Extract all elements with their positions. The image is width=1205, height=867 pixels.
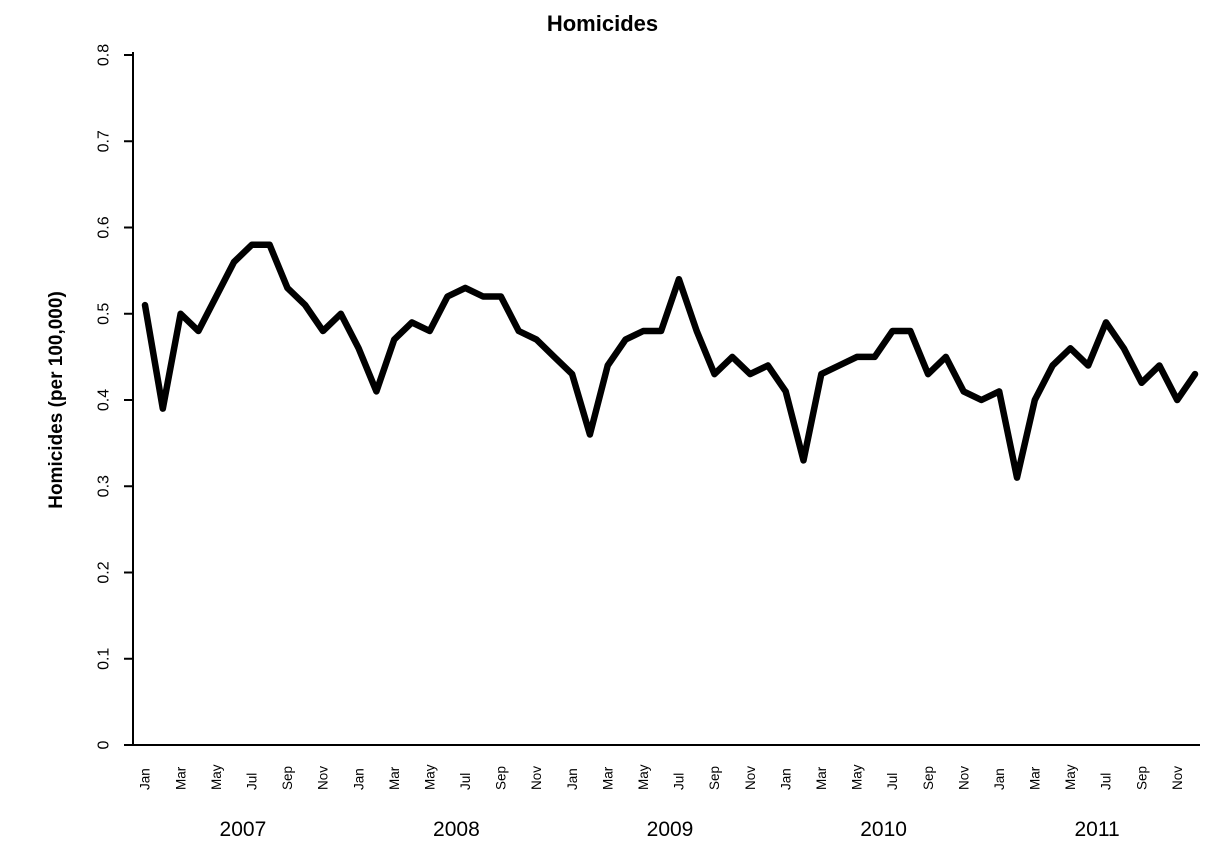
x-tick-label-month: Jul: [885, 773, 900, 790]
y-tick-label: 0.7: [96, 130, 113, 152]
x-tick-label-month: Nov: [743, 766, 758, 790]
x-tick-label-month: Mar: [814, 766, 829, 790]
x-tick-label-month: Sep: [280, 766, 295, 790]
y-tick-label: 0.5: [96, 303, 113, 325]
x-tick-label-month: Sep: [1134, 766, 1149, 790]
y-tick-label: 0.8: [96, 44, 113, 66]
x-tick-label-month: Nov: [956, 766, 971, 790]
x-tick-label-month: May: [422, 764, 437, 790]
x-tick-label-month: Jan: [351, 768, 366, 790]
x-tick-label-month: Jul: [672, 773, 687, 790]
x-axis-year-label: 2011: [1075, 818, 1120, 841]
x-axis-year-label: 2008: [433, 818, 480, 841]
x-tick-label-month: Mar: [173, 766, 188, 790]
x-axis-year-label: 2009: [647, 818, 694, 841]
chart-title: Homicides: [546, 11, 659, 36]
x-axis-year-label: 2010: [860, 818, 907, 841]
x-tick-label-month: Jul: [458, 773, 473, 790]
y-tick-label: 0.6: [96, 216, 113, 238]
x-tick-label-month: Jan: [138, 768, 153, 790]
y-tick-label: 0.3: [96, 475, 113, 497]
homicides-data-line: [141, 241, 1199, 481]
x-tick-label-month: May: [636, 764, 651, 790]
x-axis-year-label: 2007: [220, 818, 267, 841]
x-tick-label-month: Sep: [921, 766, 936, 790]
y-tick-label: 0: [96, 740, 113, 749]
x-tick-label-month: Jan: [778, 768, 793, 790]
x-tick-label-month: Sep: [707, 766, 722, 790]
y-tick-label: 0.1: [96, 648, 113, 670]
x-tick-label-month: May: [850, 764, 865, 790]
x-tick-label-month: Mar: [1028, 766, 1043, 790]
x-tick-label-month: Mar: [600, 766, 615, 790]
x-tick-label-month: Mar: [387, 766, 402, 790]
x-tick-label-month: Sep: [494, 766, 509, 790]
x-tick-label-month: Jul: [1099, 773, 1114, 790]
x-tick-label-month: May: [209, 764, 224, 790]
y-tick-label: 0.4: [96, 389, 113, 411]
x-tick-label-month: Jan: [565, 768, 580, 790]
x-tick-label-month: Jul: [245, 773, 260, 790]
x-tick-label-month: Nov: [316, 766, 331, 790]
x-tick-label-month: Nov: [529, 766, 544, 790]
x-tick-label-month: Jan: [992, 768, 1007, 790]
x-tick-label-month: May: [1063, 764, 1078, 790]
y-tick-label: 0.2: [96, 561, 113, 583]
x-tick-label-month: Nov: [1170, 766, 1185, 790]
